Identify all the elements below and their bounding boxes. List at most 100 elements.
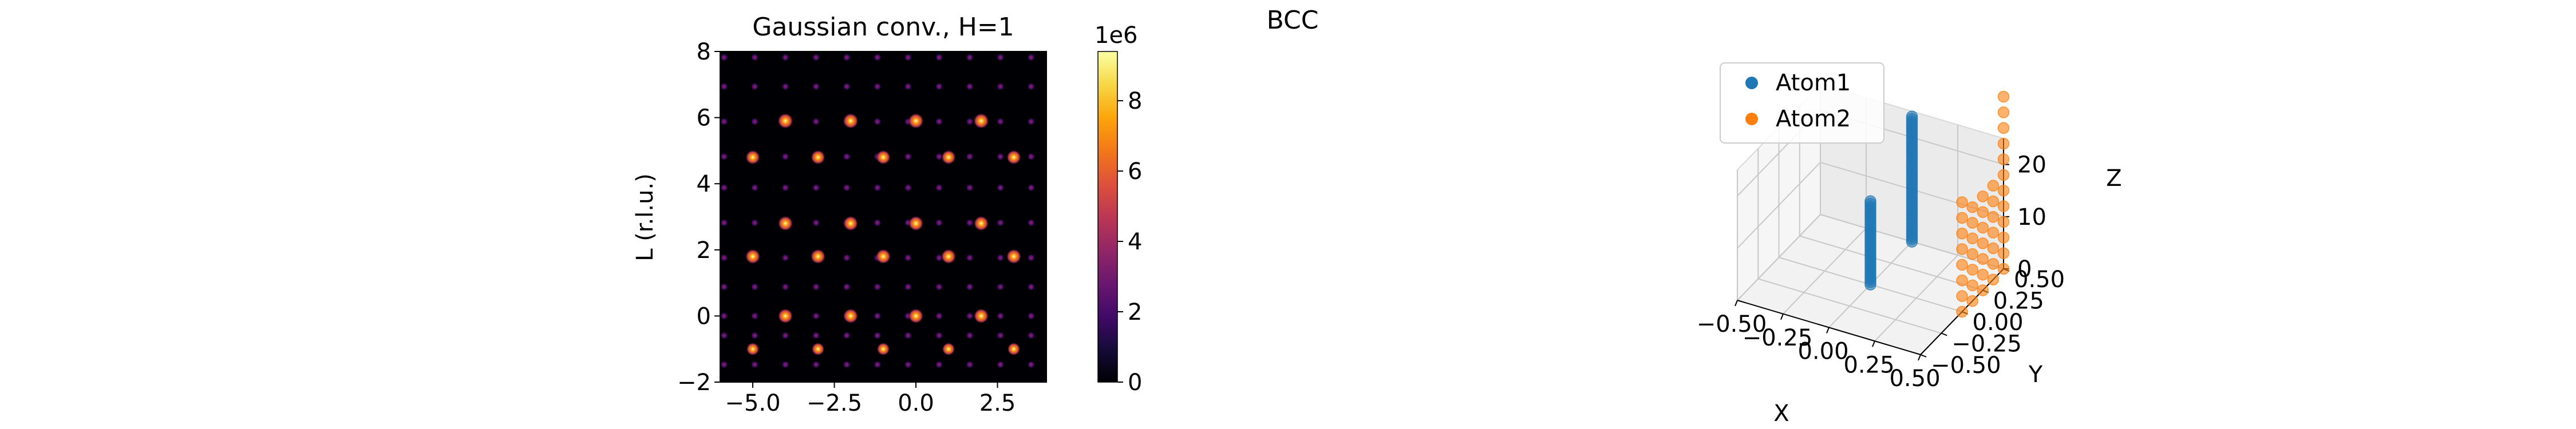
scatter3d-x-tick-label: 0.25 (1843, 352, 1894, 378)
heatmap-dim-peak (720, 283, 728, 291)
heatmap-dim-peak (873, 117, 882, 126)
heatmap-dim-peak (873, 53, 882, 62)
scatter3d-point-atom2 (1997, 200, 2010, 212)
heatmap-dim-peak (781, 360, 789, 369)
scatter3d-point-atom2 (1977, 268, 1989, 281)
heatmap-dim-peak (781, 283, 789, 291)
heatmap-dim-peak (781, 331, 789, 340)
heatmap-peak (811, 342, 825, 356)
heatmap-peak (876, 342, 890, 356)
heatmap-dim-peak (720, 312, 728, 320)
heatmap-dim-peak (812, 53, 820, 62)
scatter3d-gridline (1737, 162, 1821, 249)
heatmap-dim-peak (1027, 219, 1036, 227)
heatmap-dim-peak (750, 117, 759, 126)
scatter3d-point-atom2 (1956, 259, 1968, 271)
legend-marker-atom1 (1745, 77, 1758, 89)
heatmap-dim-peak (935, 219, 943, 227)
heatmap-peak (973, 113, 990, 129)
heatmap-dim-peak (812, 331, 820, 340)
heatmap-y-tick-label: −2 (677, 370, 711, 396)
heatmap-dim-peak (1027, 53, 1036, 62)
scatter3d-axes: −0.50−0.250.000.250.50−0.50−0.250.000.25… (1697, 138, 2065, 392)
scatter3d-y-tick (1920, 354, 1927, 357)
scatter3d-z-tick-label: 0 (2017, 256, 2032, 283)
scatter3d-point-atom2 (1966, 279, 1978, 292)
scatter3d-point-atom2 (1997, 232, 2010, 244)
heatmap-dim-peak (966, 219, 974, 227)
heatmap-dim-peak (750, 184, 759, 192)
heatmap-dim-peak (812, 312, 820, 320)
heatmap-dim-peak (935, 117, 943, 126)
heatmap-peak (1006, 248, 1022, 265)
heatmap-dim-peak (812, 117, 820, 126)
heatmap-dim-peak (966, 152, 974, 161)
scatter3d-point-atom2 (1987, 180, 2000, 192)
heatmap-dim-peak (904, 331, 912, 340)
scatter3d-point-atom2 (1997, 169, 2010, 181)
scatter3d-point-atom2 (1997, 90, 2010, 103)
scatter3d-point-atom2 (1966, 264, 1978, 276)
scatter3d-point-atom2 (1987, 258, 2000, 270)
heatmap-panel: Gaussian conv., H=1 −5.0 −2.5 0.0 2.5 −2 0 2 4… (632, 13, 1047, 416)
scatter3d-x-tick (1826, 327, 1830, 333)
heatmap-dim-peak (935, 360, 943, 369)
scatter3d-point-atom2 (1997, 263, 2010, 275)
heatmap-peak (973, 308, 989, 324)
heatmap-dim-peak (843, 283, 851, 291)
heatmap-dim-peak (720, 117, 728, 126)
heatmap-peak (745, 149, 761, 165)
scatter3d-point-atom2 (1966, 201, 1978, 213)
colorbar-tick-label: 4 (1128, 229, 1142, 255)
scatter3d-x-label: X (1773, 400, 1789, 427)
heatmap-x-tick-label: −5.0 (725, 390, 780, 416)
heatmap-y-tick-label: 0 (697, 303, 711, 329)
scatter3d-point-atom2 (1966, 217, 1978, 229)
heatmap-dim-peak (966, 253, 974, 262)
heatmap-peak (908, 215, 924, 232)
heatmap-frame (720, 51, 1047, 383)
heatmap-dim-peak (843, 331, 851, 340)
scatter3d-x-tick-label: −0.25 (1743, 325, 1813, 351)
heatmap-dim-peak (996, 283, 1005, 291)
heatmap-dim-peak (720, 253, 728, 262)
heatmap-dim-peak (720, 184, 728, 192)
heatmap-dim-peak (1027, 360, 1036, 369)
heatmap-dim-peak (904, 184, 912, 192)
heatmap-dim-peak (935, 312, 943, 320)
scatter3d-x-tick (1918, 354, 1921, 361)
heatmap-dim-peak (750, 219, 759, 227)
heatmap-peak (941, 248, 957, 265)
heatmap-dim-peak (720, 82, 728, 91)
heatmap-dim-peak (996, 184, 1005, 192)
heatmap-dim-peak (720, 152, 728, 161)
heatmap-dim-peak (843, 82, 851, 91)
heatmap-dim-peak (720, 219, 728, 227)
heatmap-dim-peak (935, 331, 943, 340)
heatmap-dim-peak (843, 152, 851, 161)
heatmap-dim-peak (966, 82, 974, 91)
heatmap-peak (907, 113, 924, 129)
scatter3d-y-tick-label: 0.00 (1973, 309, 2024, 336)
colorbar-tick-label: 2 (1128, 299, 1142, 325)
heatmap-dim-peak (873, 312, 882, 320)
scatter3d-point-atom2 (1987, 227, 2000, 239)
scatter3d-point-atom2 (1997, 184, 2010, 197)
heatmap-dim-peak (750, 82, 759, 91)
heatmap-plot-area (720, 51, 1047, 383)
colorbar: 0 2 4 6 8 1e6 (1095, 22, 1142, 396)
heatmap-dim-peak (812, 360, 820, 369)
scatter3d-point-atom2 (1956, 196, 1968, 208)
heatmap-dim-peak (1027, 283, 1036, 291)
colorbar-gradient (1097, 51, 1118, 383)
heatmap-dim-peak (750, 312, 759, 320)
heatmap-dim-peak (750, 331, 759, 340)
heatmap-dim-peak (812, 82, 820, 91)
heatmap-dim-peak (843, 53, 851, 62)
heatmap-dim-peak (843, 253, 851, 262)
colorbar-tick-label: 8 (1128, 88, 1142, 114)
scatter3d-point-atom2 (1977, 206, 1989, 218)
scatter3d-z-label: Z (2106, 165, 2121, 192)
heatmap-peak (777, 113, 794, 129)
scatter3d-point-atom2 (1977, 237, 1989, 249)
